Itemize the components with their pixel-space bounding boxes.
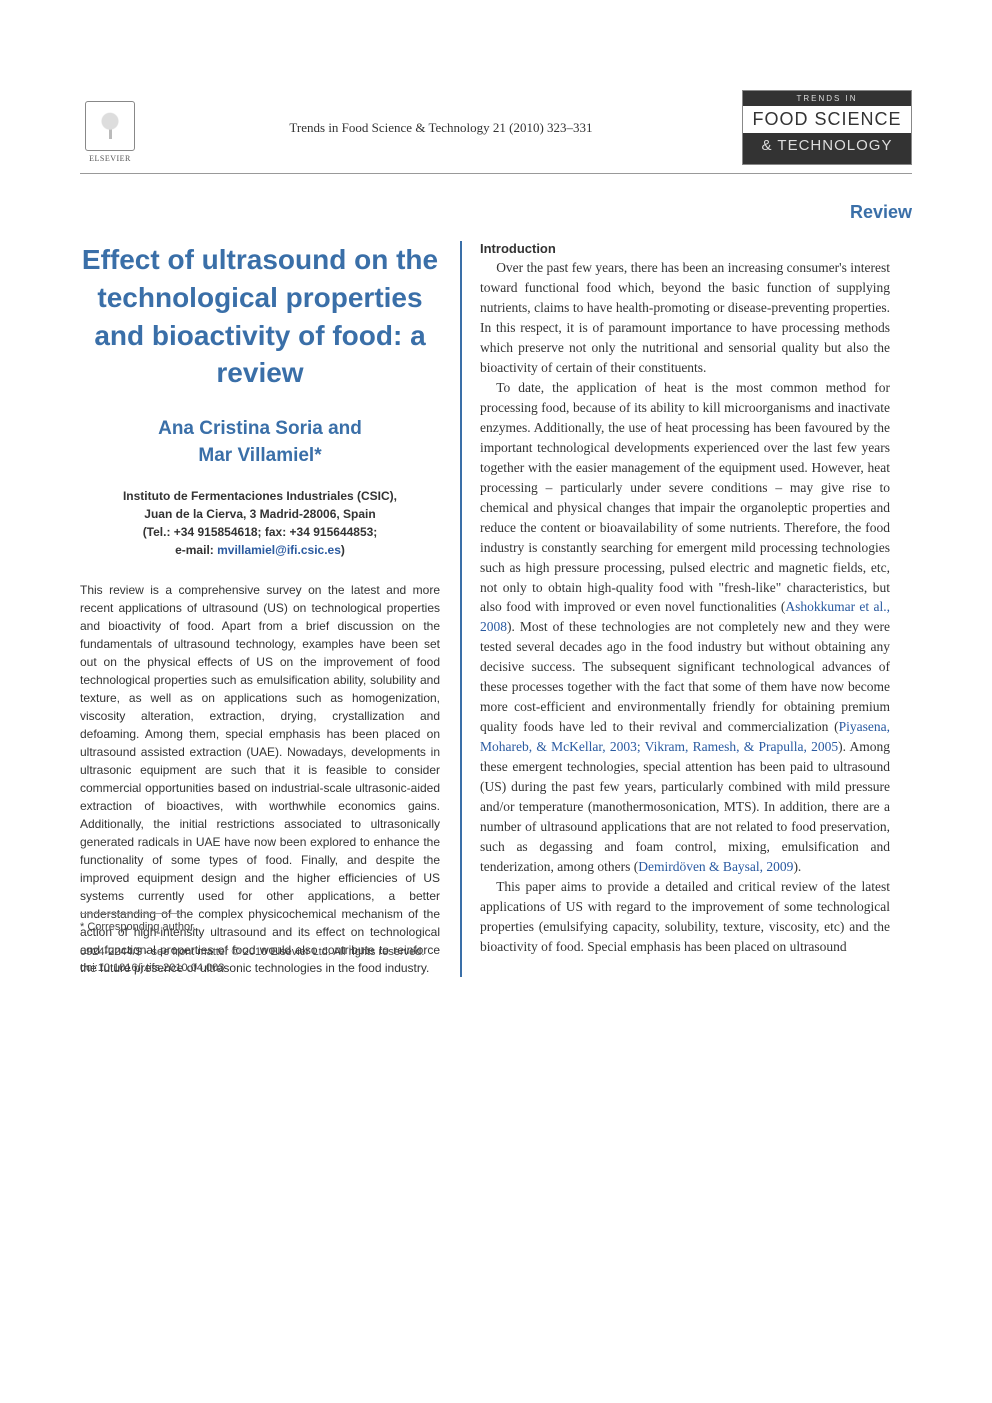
corresponding-author-note: * Corresponding author.	[80, 920, 460, 934]
affil-email-prefix: e-mail:	[175, 543, 217, 557]
intro-p2-a: To date, the application of heat is the …	[480, 380, 890, 615]
footer-rule	[80, 913, 180, 914]
citation-demirdoven[interactable]: Demirdöven & Baysal, 2009	[638, 859, 793, 874]
publisher-label: ELSEVIER	[89, 154, 131, 163]
intro-p3: This paper aims to provide a detailed an…	[480, 877, 890, 957]
authors-line1: Ana Cristina Soria and	[158, 418, 362, 439]
intro-p2-c: ). Among these emergent technologies, sp…	[480, 739, 890, 874]
copyright-line: 0924-2244/$ - see front matter © 2010 El…	[80, 945, 460, 959]
affil-email-suffix: )	[341, 543, 345, 557]
page-footer: * Corresponding author. 0924-2244/$ - se…	[80, 913, 460, 977]
publisher-logo: ELSEVIER	[80, 93, 140, 163]
journal-logo-bot: & TECHNOLOGY	[743, 133, 911, 164]
authors-line2: Mar Villamiel*	[198, 445, 321, 466]
affil-line2: Juan de la Cierva, 3 Madrid-28006, Spain	[144, 507, 375, 521]
intro-p2-d: ).	[793, 859, 801, 874]
journal-logo: TRENDS IN FOOD SCIENCE & TECHNOLOGY	[742, 90, 912, 165]
journal-reference: Trends in Food Science & Technology 21 (…	[140, 120, 742, 136]
elsevier-tree-icon	[85, 101, 135, 151]
intro-p2: To date, the application of heat is the …	[480, 378, 890, 877]
journal-logo-top: TRENDS IN	[743, 91, 911, 106]
intro-heading: Introduction	[480, 241, 890, 256]
authors: Ana Cristina Soria and Mar Villamiel*	[80, 416, 440, 469]
doi-line: doi:10.1016/j.tifs.2010.04.003	[80, 961, 460, 975]
affil-email[interactable]: mvillamiel@ifi.csic.es	[217, 543, 341, 557]
two-column-layout: Effect of ultrasound on the technologica…	[80, 241, 912, 977]
affil-line3: (Tel.: +34 915854618; fax: +34 915644853…	[143, 525, 378, 539]
intro-p1: Over the past few years, there has been …	[480, 258, 890, 378]
article-title: Effect of ultrasound on the technologica…	[80, 241, 440, 392]
page-header: ELSEVIER Trends in Food Science & Techno…	[80, 90, 912, 165]
header-rule	[80, 173, 912, 174]
journal-logo-mid: FOOD SCIENCE	[743, 106, 911, 133]
intro-p2-b: ). Most of these technologies are not co…	[480, 619, 890, 734]
left-column: Effect of ultrasound on the technologica…	[80, 241, 460, 977]
affil-line1: Instituto de Fermentaciones Industriales…	[123, 489, 397, 503]
affiliation: Instituto de Fermentaciones Industriales…	[80, 487, 440, 559]
intro-body: Over the past few years, there has been …	[480, 258, 890, 957]
article-type-label: Review	[80, 202, 912, 223]
right-column: Introduction Over the past few years, th…	[460, 241, 890, 977]
